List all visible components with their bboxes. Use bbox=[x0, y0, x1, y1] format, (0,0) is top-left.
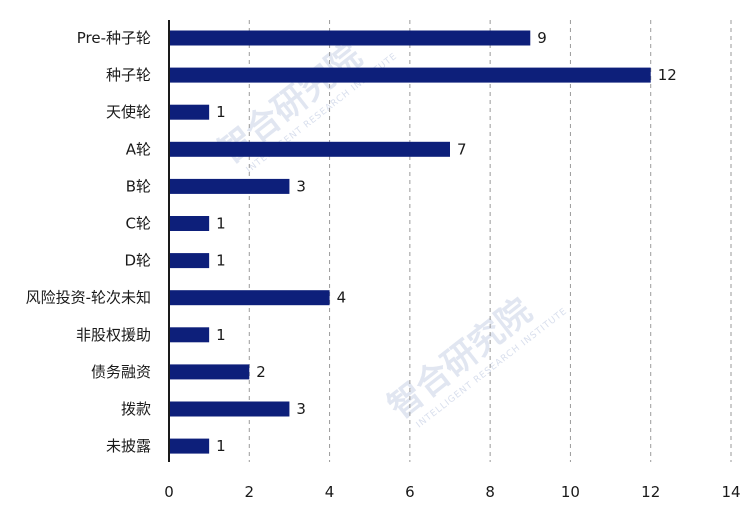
category-label: B轮 bbox=[126, 177, 151, 195]
bar bbox=[169, 67, 651, 83]
x-tick-label: 4 bbox=[325, 483, 335, 501]
bar bbox=[169, 30, 531, 46]
bar bbox=[169, 178, 290, 194]
bar bbox=[169, 290, 330, 306]
value-label: 1 bbox=[216, 437, 226, 455]
category-label: A轮 bbox=[126, 140, 151, 158]
bar bbox=[169, 141, 450, 157]
bar bbox=[169, 216, 210, 231]
value-label: 1 bbox=[216, 103, 226, 121]
x-tick-labels: 0 2 4 6 8 10 12 14 bbox=[164, 483, 740, 501]
value-label: 9 bbox=[537, 29, 547, 47]
x-tick-label: 0 bbox=[164, 483, 174, 501]
x-tick-label: 6 bbox=[405, 483, 415, 501]
category-label: 拨款 bbox=[121, 400, 151, 418]
x-tick-label: 12 bbox=[641, 483, 660, 501]
category-label: 风险投资-轮次未知 bbox=[26, 289, 151, 307]
x-tick-label: 8 bbox=[485, 483, 495, 501]
category-label: 种子轮 bbox=[106, 66, 151, 84]
value-label: 3 bbox=[296, 400, 306, 418]
bar bbox=[169, 364, 250, 380]
value-label: 7 bbox=[457, 140, 467, 158]
category-label: Pre-种子轮 bbox=[77, 29, 151, 47]
value-label: 2 bbox=[256, 363, 266, 381]
category-label: 债务融资 bbox=[91, 363, 151, 381]
value-label: 3 bbox=[296, 177, 306, 195]
watermark-text: 智合研究院 bbox=[381, 291, 540, 427]
value-label: 1 bbox=[216, 252, 226, 270]
value-label: 4 bbox=[337, 289, 347, 307]
category-label: D轮 bbox=[124, 252, 151, 270]
category-label: 未披露 bbox=[106, 437, 151, 455]
bar bbox=[169, 327, 210, 343]
watermark-bottom: 智合研究院 INTELLIGENT RESEARCH INSTITUTE bbox=[381, 291, 570, 430]
grid-lines bbox=[248, 20, 732, 462]
value-label: 12 bbox=[658, 66, 677, 84]
category-label: 非股权援助 bbox=[76, 326, 151, 344]
value-label: 1 bbox=[216, 326, 226, 344]
x-tick-label: 14 bbox=[721, 483, 740, 501]
x-tick-label: 10 bbox=[561, 483, 580, 501]
bars bbox=[169, 30, 651, 454]
bar bbox=[169, 253, 210, 269]
value-label: 1 bbox=[216, 215, 226, 233]
x-tick-label: 2 bbox=[245, 483, 255, 501]
bar bbox=[169, 401, 290, 417]
category-label: C轮 bbox=[126, 215, 151, 233]
bar bbox=[169, 438, 210, 454]
bar bbox=[169, 104, 210, 120]
category-label: 天使轮 bbox=[106, 103, 151, 121]
